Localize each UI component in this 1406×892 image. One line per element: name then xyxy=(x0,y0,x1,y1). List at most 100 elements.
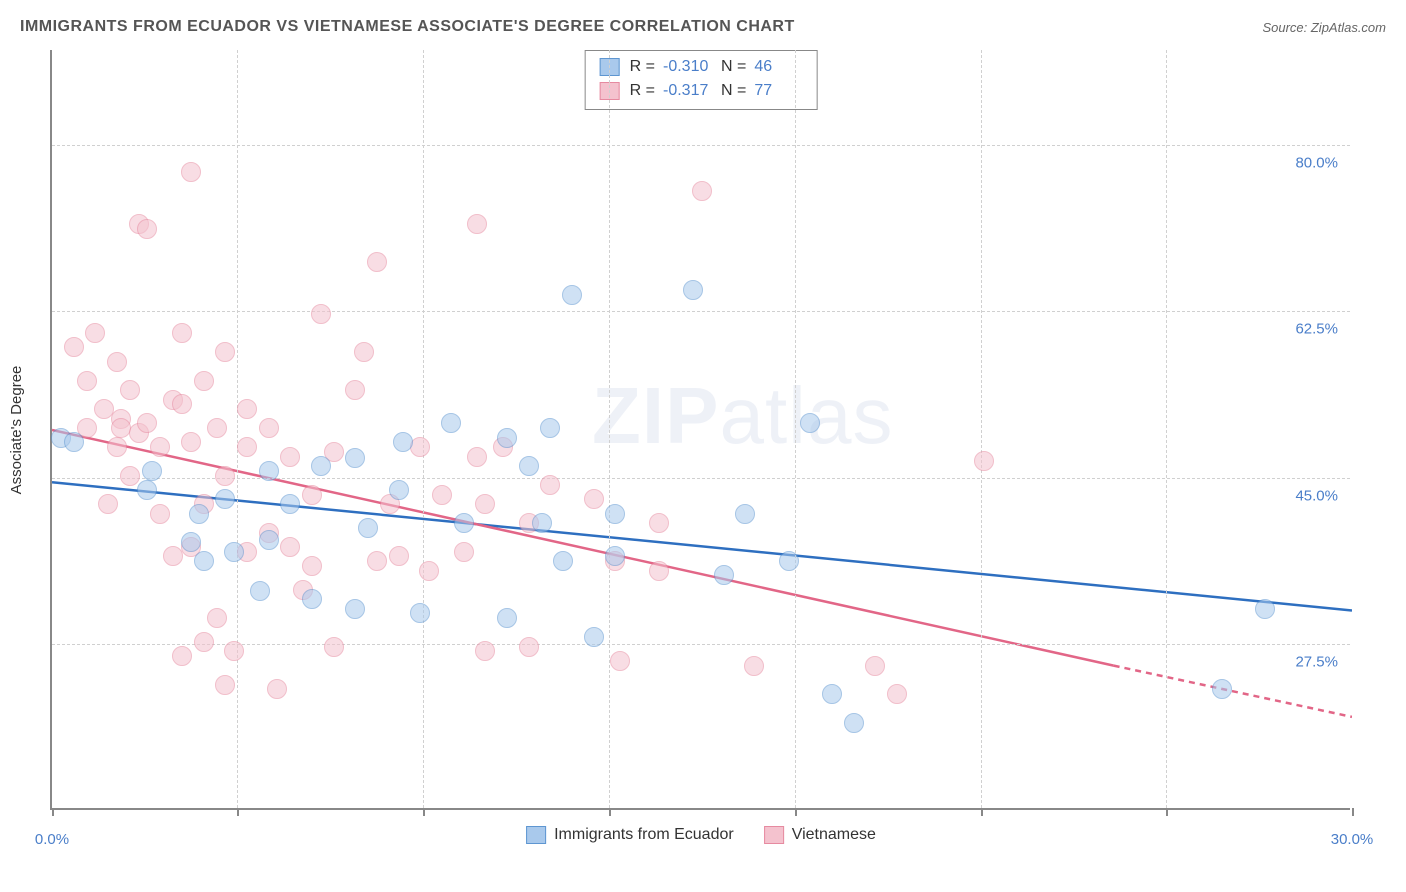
ytick-label: 80.0% xyxy=(1295,155,1338,172)
scatter-point-series2 xyxy=(98,494,118,514)
scatter-point-series1 xyxy=(189,504,209,524)
stats-row-series2: R = -0.317 N = 77 xyxy=(600,79,803,103)
chart-source: Source: ZipAtlas.com xyxy=(1262,20,1386,35)
scatter-point-series2 xyxy=(692,181,712,201)
scatter-point-series2 xyxy=(410,437,430,457)
scatter-point-series2 xyxy=(64,337,84,357)
scatter-point-series2 xyxy=(181,432,201,452)
gridline-v xyxy=(423,50,424,808)
scatter-point-series2 xyxy=(280,537,300,557)
xtick-mark xyxy=(237,808,239,816)
scatter-point-series1 xyxy=(389,480,409,500)
n-label: N = xyxy=(721,79,746,103)
y-axis-label: Associate's Degree xyxy=(8,366,25,495)
scatter-point-series1 xyxy=(800,413,820,433)
scatter-point-series2 xyxy=(207,608,227,628)
scatter-point-series2 xyxy=(172,323,192,343)
scatter-point-series2 xyxy=(475,494,495,514)
gridline-h xyxy=(52,478,1350,479)
scatter-point-series2 xyxy=(744,656,764,676)
scatter-point-series1 xyxy=(345,599,365,619)
scatter-point-series1 xyxy=(64,432,84,452)
scatter-point-series2 xyxy=(311,304,331,324)
xtick-label: 30.0% xyxy=(1331,831,1374,848)
scatter-point-series2 xyxy=(389,546,409,566)
scatter-point-series2 xyxy=(120,380,140,400)
scatter-point-series1 xyxy=(1255,599,1275,619)
scatter-point-series1 xyxy=(311,456,331,476)
scatter-point-series1 xyxy=(393,432,413,452)
gridline-v xyxy=(1166,50,1167,808)
scatter-point-series2 xyxy=(974,451,994,471)
scatter-point-series2 xyxy=(181,162,201,182)
watermark-bold: ZIP xyxy=(592,371,719,460)
scatter-point-series1 xyxy=(181,532,201,552)
scatter-point-series2 xyxy=(194,632,214,652)
scatter-point-series1 xyxy=(454,513,474,533)
scatter-point-series1 xyxy=(584,627,604,647)
scatter-point-series2 xyxy=(367,551,387,571)
scatter-point-series2 xyxy=(610,651,630,671)
scatter-point-series1 xyxy=(441,413,461,433)
scatter-point-series1 xyxy=(532,513,552,533)
gridline-h xyxy=(52,644,1350,645)
scatter-point-series2 xyxy=(432,485,452,505)
scatter-point-series2 xyxy=(280,447,300,467)
scatter-point-series2 xyxy=(540,475,560,495)
series2-r-value: -0.317 xyxy=(663,79,711,103)
stats-legend: R = -0.310 N = 46 R = -0.317 N = 77 xyxy=(585,50,818,110)
scatter-plot: ZIPatlas R = -0.310 N = 46 R = -0.317 N … xyxy=(50,50,1350,810)
scatter-point-series2 xyxy=(419,561,439,581)
scatter-point-series2 xyxy=(215,342,235,362)
scatter-point-series2 xyxy=(85,323,105,343)
scatter-point-series1 xyxy=(519,456,539,476)
scatter-point-series1 xyxy=(358,518,378,538)
scatter-point-series2 xyxy=(887,684,907,704)
scatter-point-series2 xyxy=(475,641,495,661)
scatter-point-series2 xyxy=(215,466,235,486)
scatter-point-series2 xyxy=(137,219,157,239)
series1-r-value: -0.310 xyxy=(663,55,711,79)
xtick-mark xyxy=(1352,808,1354,816)
scatter-point-series1 xyxy=(844,713,864,733)
scatter-point-series1 xyxy=(259,530,279,550)
scatter-point-series2 xyxy=(137,413,157,433)
gridline-h xyxy=(52,145,1350,146)
scatter-point-series1 xyxy=(137,480,157,500)
r-label: R = xyxy=(630,55,655,79)
scatter-point-series2 xyxy=(649,561,669,581)
xtick-label: 0.0% xyxy=(35,831,69,848)
scatter-point-series2 xyxy=(194,371,214,391)
scatter-point-series2 xyxy=(237,399,257,419)
xtick-mark xyxy=(52,808,54,816)
source-value: ZipAtlas.com xyxy=(1311,20,1386,35)
scatter-point-series2 xyxy=(150,504,170,524)
scatter-point-series2 xyxy=(77,371,97,391)
xtick-mark xyxy=(981,808,983,816)
scatter-point-series2 xyxy=(259,418,279,438)
gridline-v xyxy=(981,50,982,808)
scatter-point-series1 xyxy=(497,608,517,628)
scatter-point-series2 xyxy=(649,513,669,533)
scatter-point-series2 xyxy=(302,556,322,576)
scatter-point-series1 xyxy=(345,448,365,468)
scatter-point-series2 xyxy=(215,675,235,695)
scatter-point-series1 xyxy=(605,504,625,524)
ytick-label: 45.0% xyxy=(1295,487,1338,504)
scatter-point-series1 xyxy=(497,428,517,448)
chart-title: IMMIGRANTS FROM ECUADOR VS VIETNAMESE AS… xyxy=(20,18,795,36)
scatter-point-series2 xyxy=(302,485,322,505)
watermark: ZIPatlas xyxy=(592,370,893,462)
scatter-point-series2 xyxy=(172,394,192,414)
scatter-point-series2 xyxy=(267,679,287,699)
scatter-point-series1 xyxy=(215,489,235,509)
scatter-point-series2 xyxy=(467,214,487,234)
scatter-point-series1 xyxy=(605,546,625,566)
scatter-point-series2 xyxy=(237,437,257,457)
ytick-label: 27.5% xyxy=(1295,653,1338,670)
series2-name: Vietnamese xyxy=(792,826,876,844)
gridline-v xyxy=(237,50,238,808)
xtick-mark xyxy=(795,808,797,816)
source-label: Source: xyxy=(1262,20,1310,35)
scatter-point-series1 xyxy=(735,504,755,524)
